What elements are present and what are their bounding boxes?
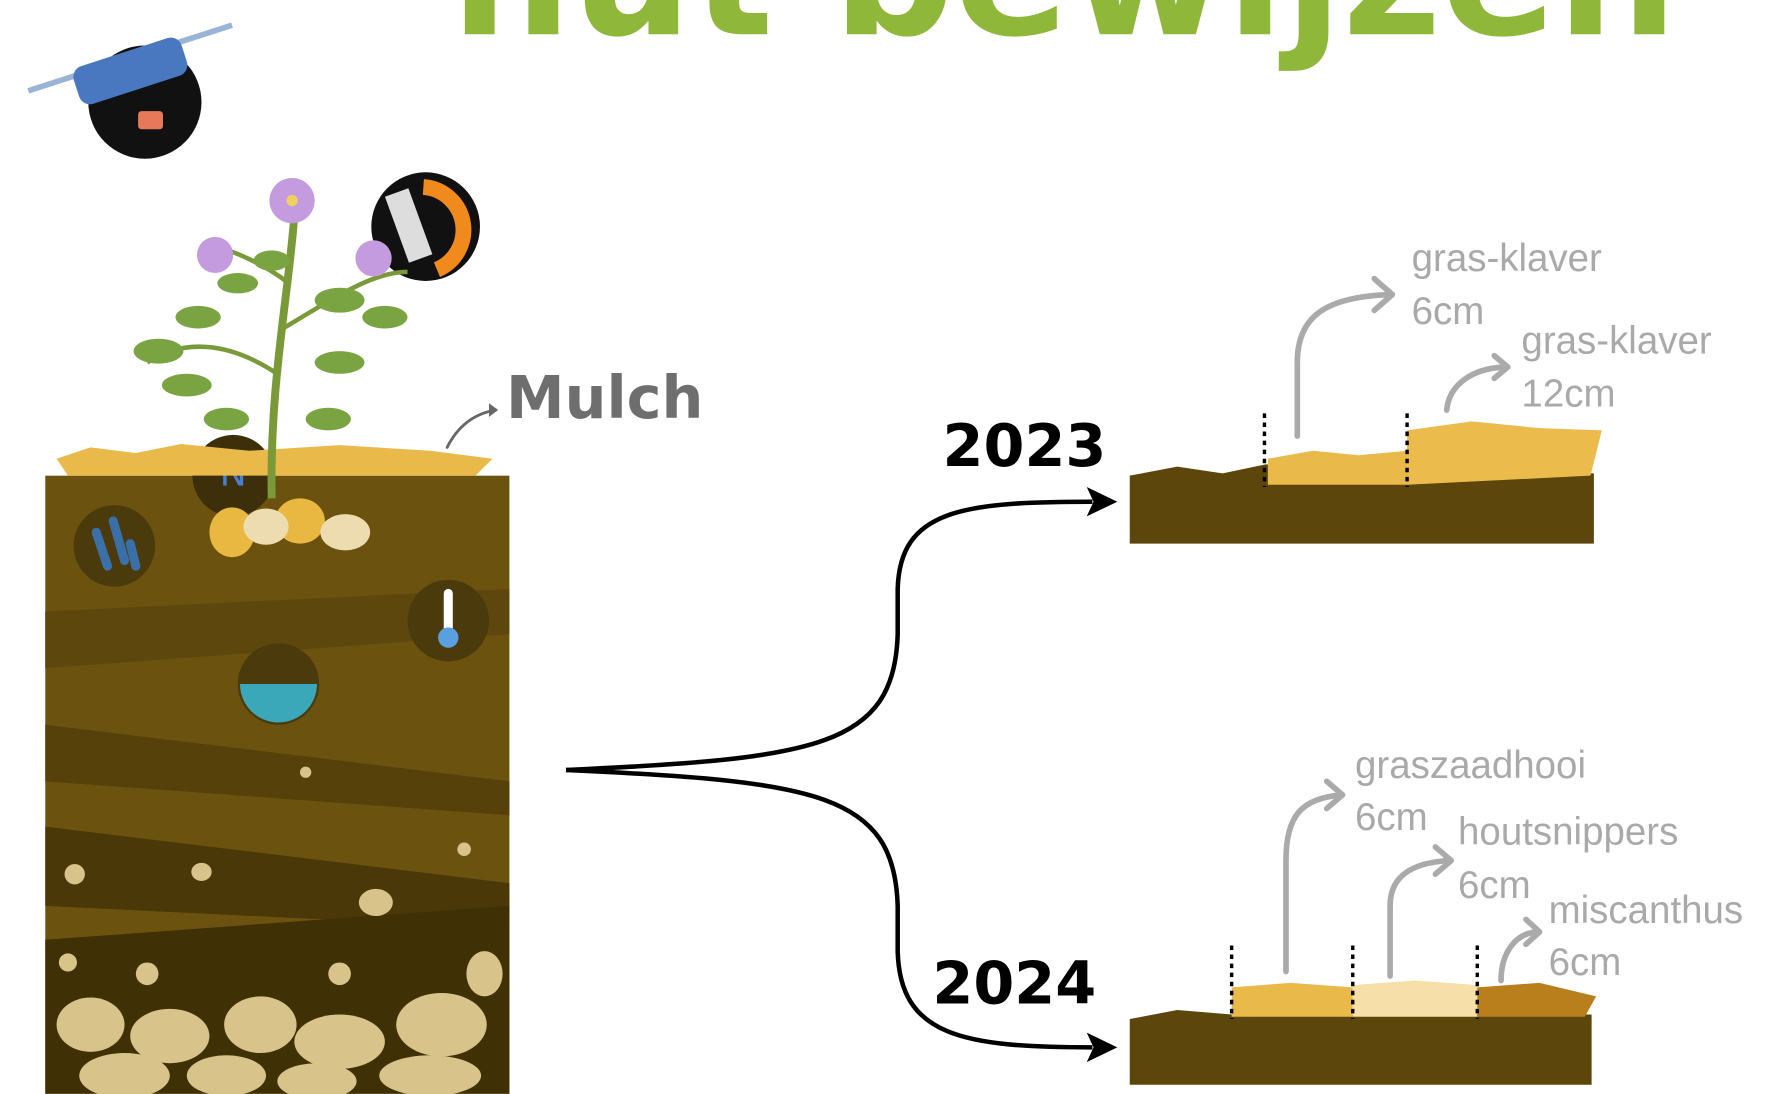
treatment-name: gras-klaver xyxy=(1412,237,1602,280)
treatment-thickness: 6cm xyxy=(1412,290,1485,333)
year-label: 2023 xyxy=(943,411,1107,480)
treatment-name: graszaadhooi xyxy=(1355,744,1586,787)
treatment-thickness: 6cm xyxy=(1355,796,1428,839)
infographic: nut bewijzen xyxy=(0,0,1775,1094)
treatment-name: miscanthus xyxy=(1549,889,1744,932)
treatment-name: houtsnippers xyxy=(1458,811,1678,854)
drone-icon xyxy=(28,25,232,159)
mulch-label: Mulch xyxy=(506,363,703,432)
title: nut bewijzen xyxy=(451,0,1678,75)
treatment-thickness: 6cm xyxy=(1549,941,1622,984)
year-label: 2024 xyxy=(932,948,1096,1017)
treatment-thickness: 12cm xyxy=(1521,373,1615,416)
treatment-thickness: 6cm xyxy=(1458,864,1531,907)
treatment-name: gras-klaver xyxy=(1521,319,1711,362)
